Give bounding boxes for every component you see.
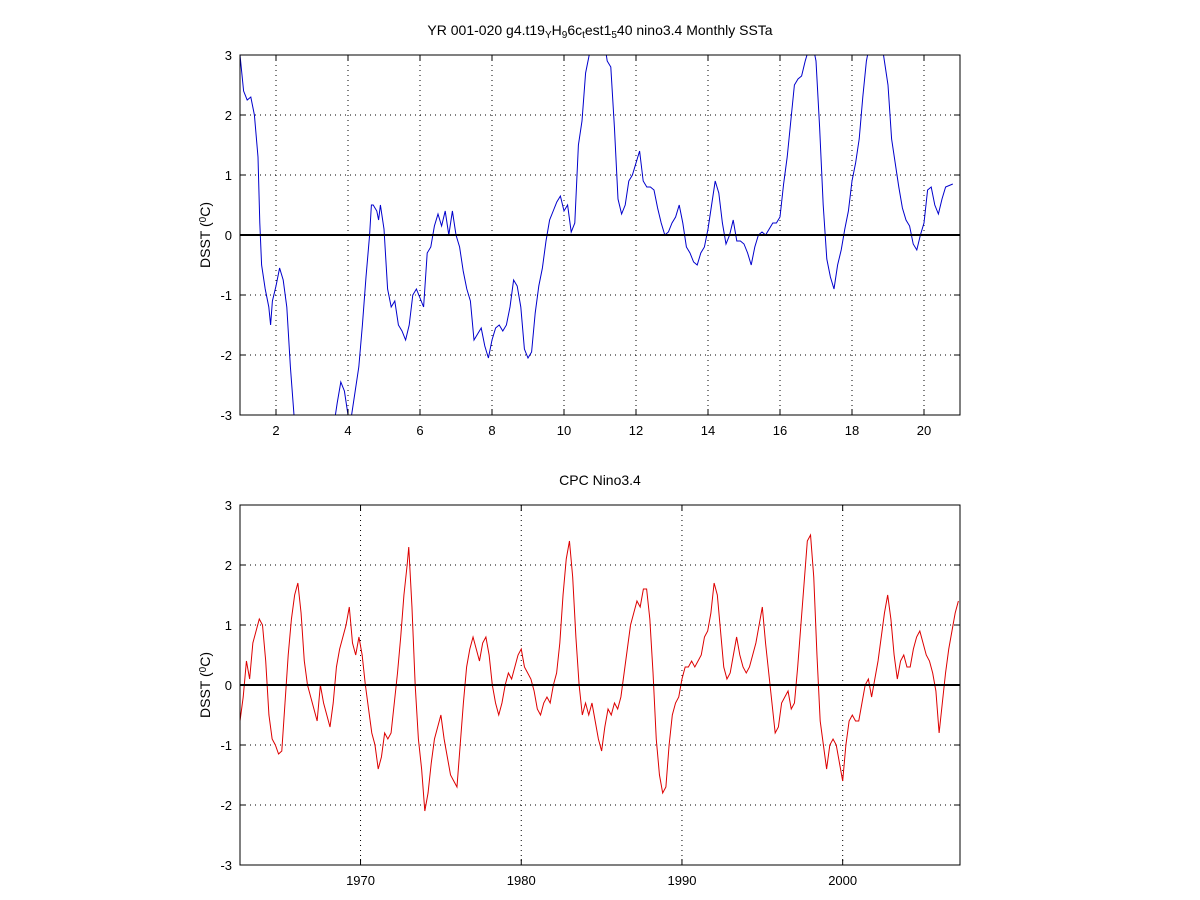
y-tick-label: -1 — [220, 288, 232, 303]
x-tick-label: 1980 — [507, 873, 536, 888]
y-tick-label: 2 — [225, 108, 232, 123]
x-tick-label: 2000 — [828, 873, 857, 888]
y-axis-label: DSST (0C) — [197, 202, 213, 268]
y-tick-label: 1 — [225, 618, 232, 633]
series-line-0 — [240, 533, 959, 812]
chart-title: CPC Nino3.4 — [559, 472, 641, 488]
x-tick-label: 1990 — [668, 873, 697, 888]
y-tick-label: -2 — [220, 348, 232, 363]
y-tick-label: -3 — [220, 408, 232, 423]
y-tick-label: -1 — [220, 738, 232, 753]
chart-cpc-nino34: 1970 1980 1990 2000 -3 -2 -1 0 1 2 3 CPC Nino3.4 DSS… — [197, 472, 961, 888]
series-line-0 — [240, 55, 953, 415]
y-tick-label: -2 — [220, 798, 232, 813]
chart-title: YR 001-020 g4.t19YH96ctest1540 nino3.4 M… — [427, 22, 772, 41]
x-tick-label: 12 — [629, 423, 643, 438]
y-tick-label: 3 — [225, 48, 232, 63]
x-tick-label: 14 — [701, 423, 715, 438]
y-tick-label: 3 — [225, 498, 232, 513]
x-tick-label: 18 — [845, 423, 859, 438]
x-tick-label: 6 — [416, 423, 423, 438]
y-axis-label: DSST (0C) — [197, 652, 213, 718]
y-tick-label: 0 — [225, 228, 232, 243]
y-tick-label: -3 — [220, 858, 232, 873]
x-tick-label: 8 — [488, 423, 495, 438]
x-tick-label: 16 — [773, 423, 787, 438]
y-tick-label: 2 — [225, 558, 232, 573]
x-tick-label: 4 — [344, 423, 351, 438]
x-tick-label: 10 — [557, 423, 571, 438]
x-tick-label: 20 — [917, 423, 931, 438]
x-tick-label: 1970 — [346, 873, 375, 888]
y-tick-label: 0 — [225, 678, 232, 693]
x-tick-label: 2 — [272, 423, 279, 438]
y-tick-label: 1 — [225, 168, 232, 183]
